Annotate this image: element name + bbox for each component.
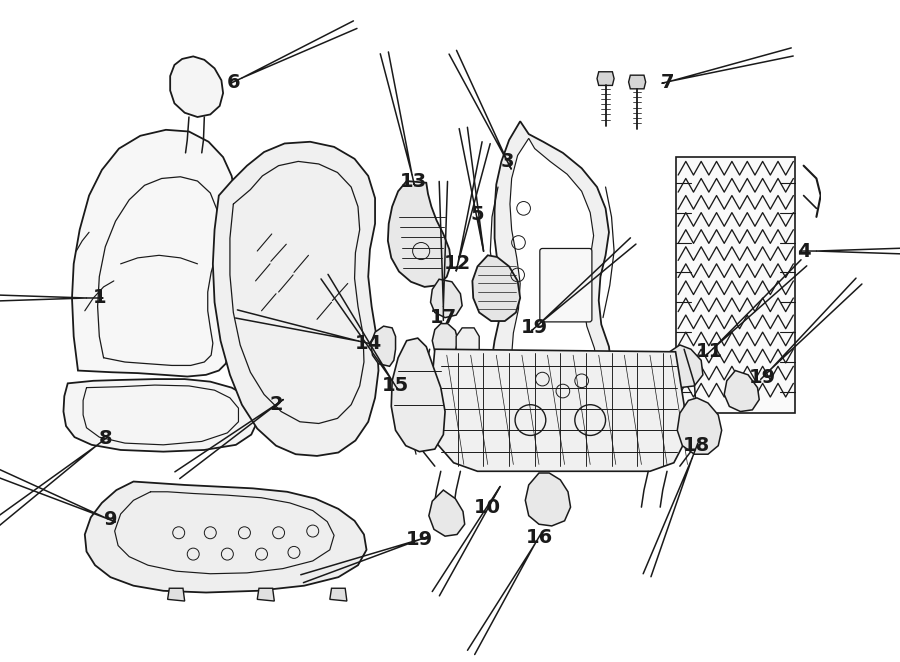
Polygon shape — [72, 130, 236, 377]
Text: 3: 3 — [500, 152, 514, 171]
Text: 16: 16 — [526, 528, 553, 547]
Text: 6: 6 — [227, 73, 240, 91]
Polygon shape — [429, 350, 684, 471]
Polygon shape — [500, 328, 532, 360]
Text: 11: 11 — [696, 342, 724, 361]
Polygon shape — [371, 326, 395, 366]
Text: 10: 10 — [474, 498, 501, 516]
Polygon shape — [64, 379, 257, 451]
Text: 19: 19 — [749, 368, 776, 387]
Polygon shape — [597, 71, 614, 85]
Text: 8: 8 — [98, 430, 112, 448]
Text: 2: 2 — [269, 395, 283, 414]
Text: 17: 17 — [430, 308, 457, 327]
Text: 5: 5 — [471, 205, 484, 224]
Polygon shape — [491, 121, 611, 428]
Polygon shape — [257, 589, 274, 601]
Polygon shape — [432, 324, 458, 357]
Text: 9: 9 — [104, 510, 117, 530]
Text: 7: 7 — [661, 73, 674, 91]
Text: 1: 1 — [93, 289, 106, 307]
Polygon shape — [428, 490, 464, 536]
Polygon shape — [628, 75, 645, 89]
Text: 4: 4 — [796, 242, 810, 261]
Polygon shape — [170, 56, 223, 117]
Polygon shape — [388, 181, 451, 287]
Text: 14: 14 — [355, 334, 382, 353]
FancyBboxPatch shape — [540, 248, 592, 322]
Polygon shape — [392, 338, 446, 451]
Polygon shape — [724, 371, 760, 412]
Polygon shape — [85, 481, 366, 592]
Text: 15: 15 — [382, 377, 410, 395]
Polygon shape — [472, 256, 520, 321]
Polygon shape — [663, 345, 703, 388]
Text: 18: 18 — [683, 436, 710, 455]
Polygon shape — [329, 589, 346, 601]
Polygon shape — [456, 328, 479, 355]
Text: 19: 19 — [521, 318, 548, 338]
Polygon shape — [167, 589, 184, 601]
Polygon shape — [526, 473, 571, 526]
Polygon shape — [213, 142, 379, 456]
Text: 19: 19 — [406, 530, 433, 549]
Polygon shape — [678, 398, 722, 454]
Text: 12: 12 — [445, 254, 472, 273]
Text: 13: 13 — [400, 171, 427, 191]
Polygon shape — [676, 157, 795, 413]
Polygon shape — [430, 279, 462, 318]
Polygon shape — [510, 138, 597, 406]
